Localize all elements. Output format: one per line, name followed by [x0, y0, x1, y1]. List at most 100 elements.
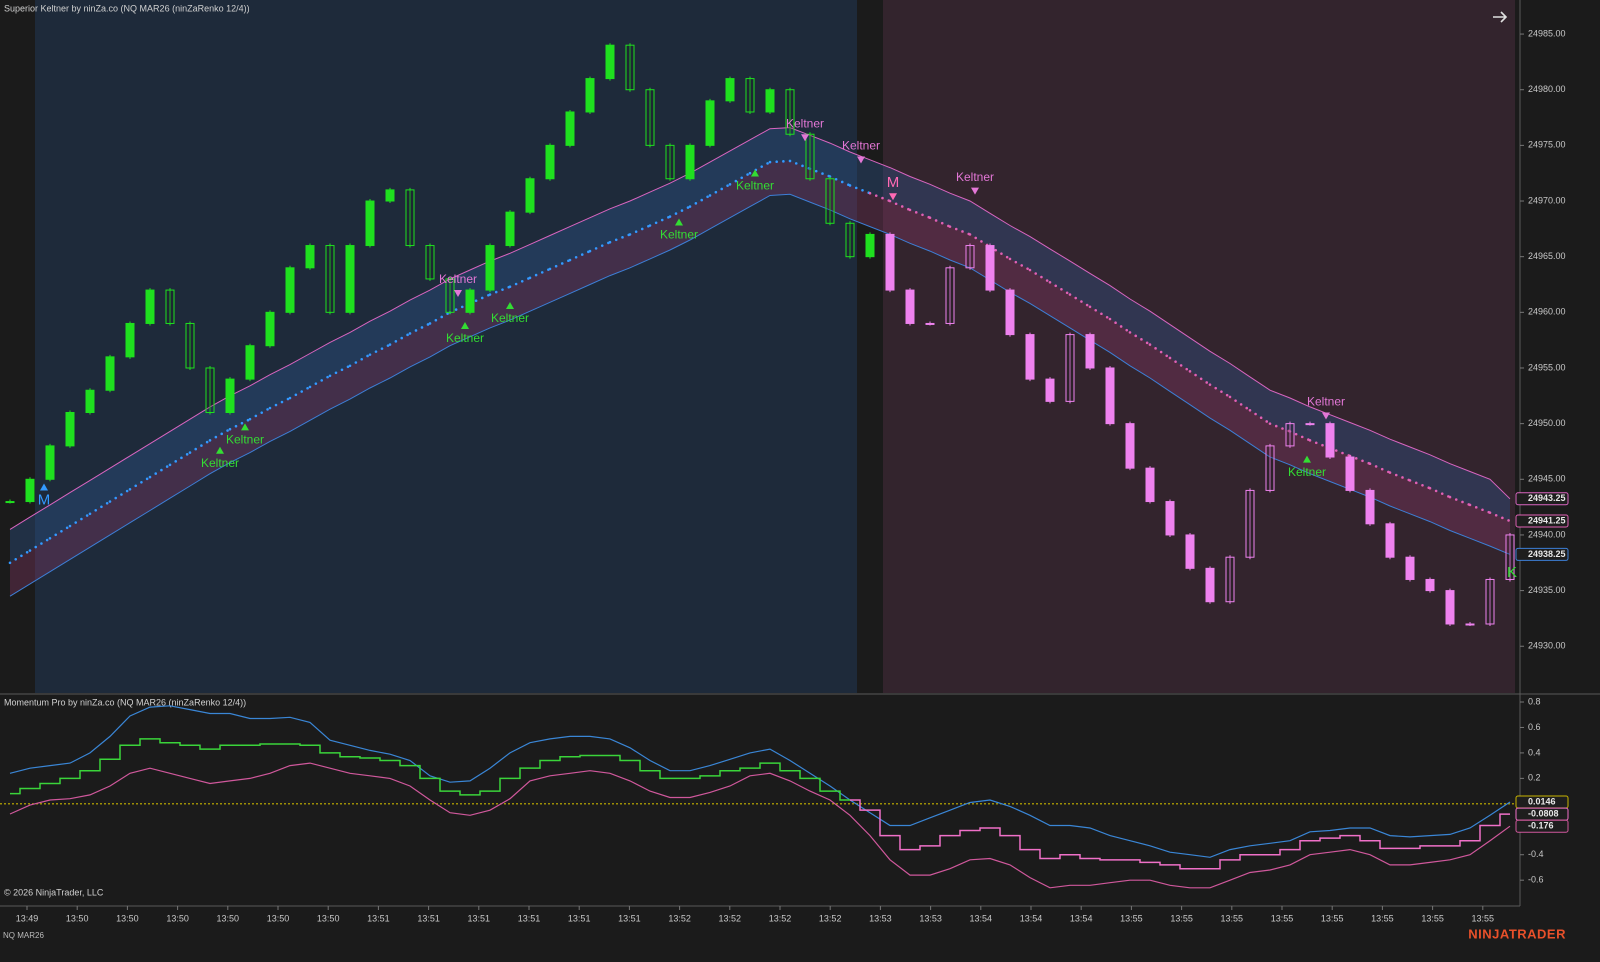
- renko-brick: [305, 245, 315, 269]
- brand-logo: NINJATRADER: [1468, 926, 1566, 941]
- renko-brick: [1165, 501, 1175, 536]
- lower-line: [9, 193, 1511, 597]
- momentum-step: [130, 738, 150, 747]
- renko-brick: [485, 245, 495, 291]
- x-tick-label: 13:55: [1321, 913, 1344, 923]
- renko-brick: [465, 289, 475, 313]
- signal-label: M: [887, 174, 900, 191]
- momentum-step: [470, 790, 490, 796]
- signal-marker: [675, 218, 683, 226]
- signal-label: M: [38, 491, 51, 508]
- price-marker-box: [1515, 819, 1569, 833]
- signal-label: Keltner: [1288, 465, 1326, 479]
- momentum-step: [1170, 864, 1190, 870]
- momentum-step: [310, 744, 330, 754]
- renko-brick: [1045, 378, 1055, 402]
- y-tick-label: 24945.00: [1528, 474, 1566, 484]
- middle-line-dots: [1008, 257, 1032, 272]
- renko-brick: [405, 189, 415, 247]
- middle-line-dots: [1128, 331, 1152, 346]
- middle-line-dots: [128, 475, 152, 491]
- renko-brick: [745, 78, 755, 113]
- signal-marker: [751, 169, 759, 177]
- renko-brick: [945, 267, 955, 324]
- renko-brick: [645, 89, 655, 146]
- x-tick-label: 13:52: [819, 913, 842, 923]
- momentum-step: [1290, 839, 1310, 851]
- momentum-step: [770, 762, 790, 772]
- signal-label: Keltner: [736, 179, 774, 193]
- momentum-step: [1030, 848, 1050, 860]
- momentum-step: [1410, 845, 1430, 850]
- renko-brick: [1385, 523, 1395, 558]
- momentum-step: [1050, 853, 1070, 860]
- signal-marker: [454, 290, 462, 298]
- price-marker-label: 24938.25: [1528, 549, 1566, 559]
- momentum-step: [110, 744, 130, 761]
- renko-brick: [365, 200, 375, 247]
- x-tick-label: 13:55: [1371, 913, 1394, 923]
- y-tick-label: 0.8: [1528, 696, 1541, 706]
- price-marker-label: 0.0146: [1528, 796, 1556, 806]
- y-tick-label: 24975.00: [1528, 140, 1566, 150]
- y-tick-label: 0.4: [1528, 747, 1541, 757]
- renko-brick: [1325, 423, 1335, 458]
- renko-brick: [1405, 556, 1415, 580]
- signal-label: Keltner: [956, 170, 994, 184]
- y-tick-label: 24940.00: [1528, 529, 1566, 539]
- renko-brick: [1105, 367, 1115, 425]
- middle-line-dots: [288, 385, 312, 400]
- price-marker-box: [1515, 514, 1569, 528]
- momentum-step: [850, 799, 870, 811]
- middle-line-dots: [88, 500, 112, 516]
- renko-brick: [925, 322, 935, 325]
- upper-line: [9, 127, 1511, 530]
- renko-brick: [185, 322, 195, 369]
- signal-marker: [971, 187, 979, 195]
- renko-brick: [85, 389, 95, 414]
- middle-line-dots: [8, 549, 32, 565]
- x-tick-label: 13:53: [919, 913, 942, 923]
- signal-label: Keltner: [439, 272, 477, 286]
- x-tick-label: 13:55: [1120, 913, 1143, 923]
- momentum-step: [90, 758, 110, 772]
- middle-line-dots: [728, 171, 752, 186]
- price-panel-title: Superior Keltner by ninZa.co (NQ MAR26 (…: [4, 3, 250, 13]
- momentum-step: [550, 755, 570, 762]
- momentum-step: [1330, 834, 1350, 839]
- middle-line-dots: [208, 427, 232, 442]
- renko-brick: [5, 501, 15, 504]
- middle-line-dots: [28, 536, 52, 552]
- renko-brick: [325, 245, 335, 313]
- momentum-step: [70, 769, 90, 780]
- x-tick-label: 13:51: [618, 913, 641, 923]
- signal-label: Keltner: [842, 139, 880, 153]
- renko-brick: [385, 189, 395, 202]
- y-tick-label: 24985.00: [1528, 28, 1566, 38]
- price-marker-label: -0.0808: [1528, 808, 1559, 818]
- renko-brick: [825, 178, 835, 224]
- momentum-step: [970, 827, 990, 832]
- momentum-step: [870, 809, 890, 837]
- x-tick-label: 13:54: [1070, 913, 1093, 923]
- momentum-step: [210, 744, 230, 750]
- renko-brick: [425, 245, 435, 280]
- renko-brick: [225, 378, 235, 414]
- momentum-step: [1010, 834, 1030, 851]
- renko-brick: [565, 111, 575, 146]
- signal-label: Keltner: [201, 456, 239, 470]
- renko-brick: [65, 412, 75, 447]
- middle-line-dots: [1248, 408, 1272, 425]
- momentum-step: [650, 769, 670, 780]
- momentum-step: [30, 782, 50, 790]
- scroll-arrow[interactable]: [1493, 11, 1508, 23]
- renko-brick: [1285, 423, 1295, 447]
- renko-brick: [1305, 423, 1315, 426]
- momentum-step: [890, 834, 910, 851]
- momentum-step: [810, 777, 830, 792]
- y-tick-label: 24950.00: [1528, 418, 1566, 428]
- renko-brick: [525, 178, 535, 213]
- renko-brick: [1445, 590, 1455, 625]
- renko-brick: [265, 311, 275, 347]
